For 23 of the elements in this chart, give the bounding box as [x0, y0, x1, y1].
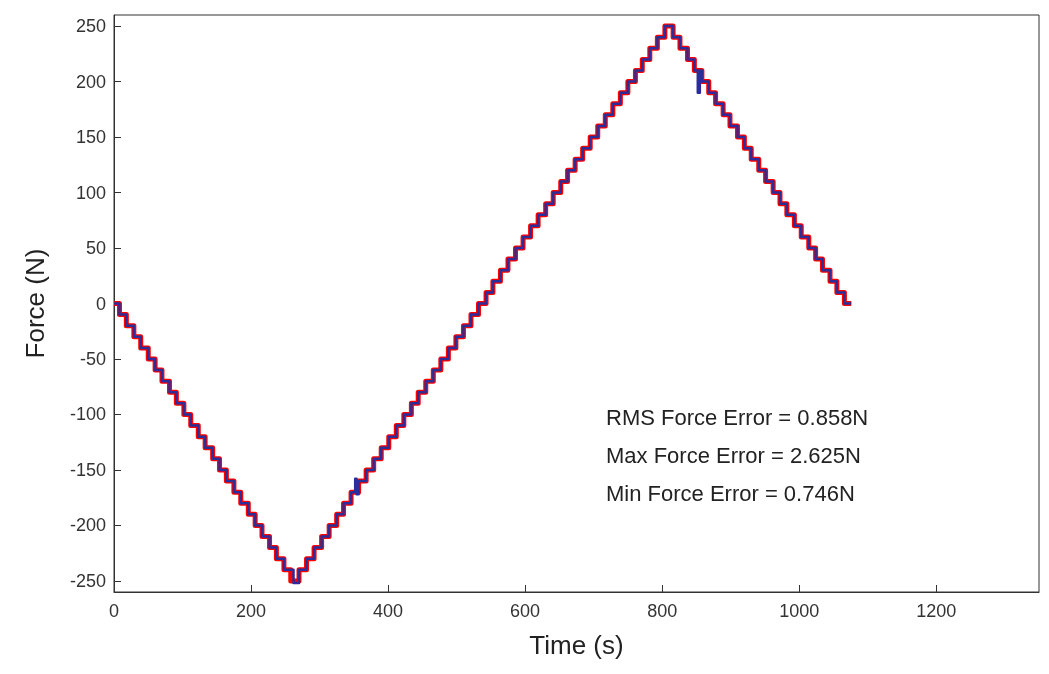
annotation: Min Force Error = 0.746N: [606, 480, 855, 506]
y-tick-label: -100: [69, 404, 106, 425]
x-tick-label: 400: [373, 601, 404, 621]
x-tick-label: 200: [236, 601, 267, 621]
y-axis-title: Force (N): [20, 248, 50, 359]
y-tick-label: 100: [75, 182, 106, 203]
annotation: Max Force Error = 2.625N: [606, 442, 861, 468]
x-tick-label: 0: [108, 601, 120, 621]
y-tick-label: 150: [75, 127, 106, 148]
y-tick-label: -150: [69, 459, 106, 480]
x-axis-title: Time (s): [529, 630, 624, 660]
y-tick-label: 0: [95, 293, 106, 314]
x-tick-label: 1200: [916, 601, 957, 621]
y-tick-label: -200: [69, 515, 106, 536]
y-tick-label: 200: [75, 71, 106, 92]
x-tick-label: 1000: [779, 601, 820, 621]
annotation: RMS Force Error = 0.858N: [606, 404, 869, 430]
y-tick-label: 250: [75, 16, 106, 37]
x-tick-label: 800: [647, 601, 678, 621]
y-tick-label: -50: [79, 348, 106, 369]
y-tick-label: -250: [69, 570, 106, 591]
x-tick-label: 600: [510, 601, 541, 621]
y-tick-label: 50: [85, 238, 106, 259]
